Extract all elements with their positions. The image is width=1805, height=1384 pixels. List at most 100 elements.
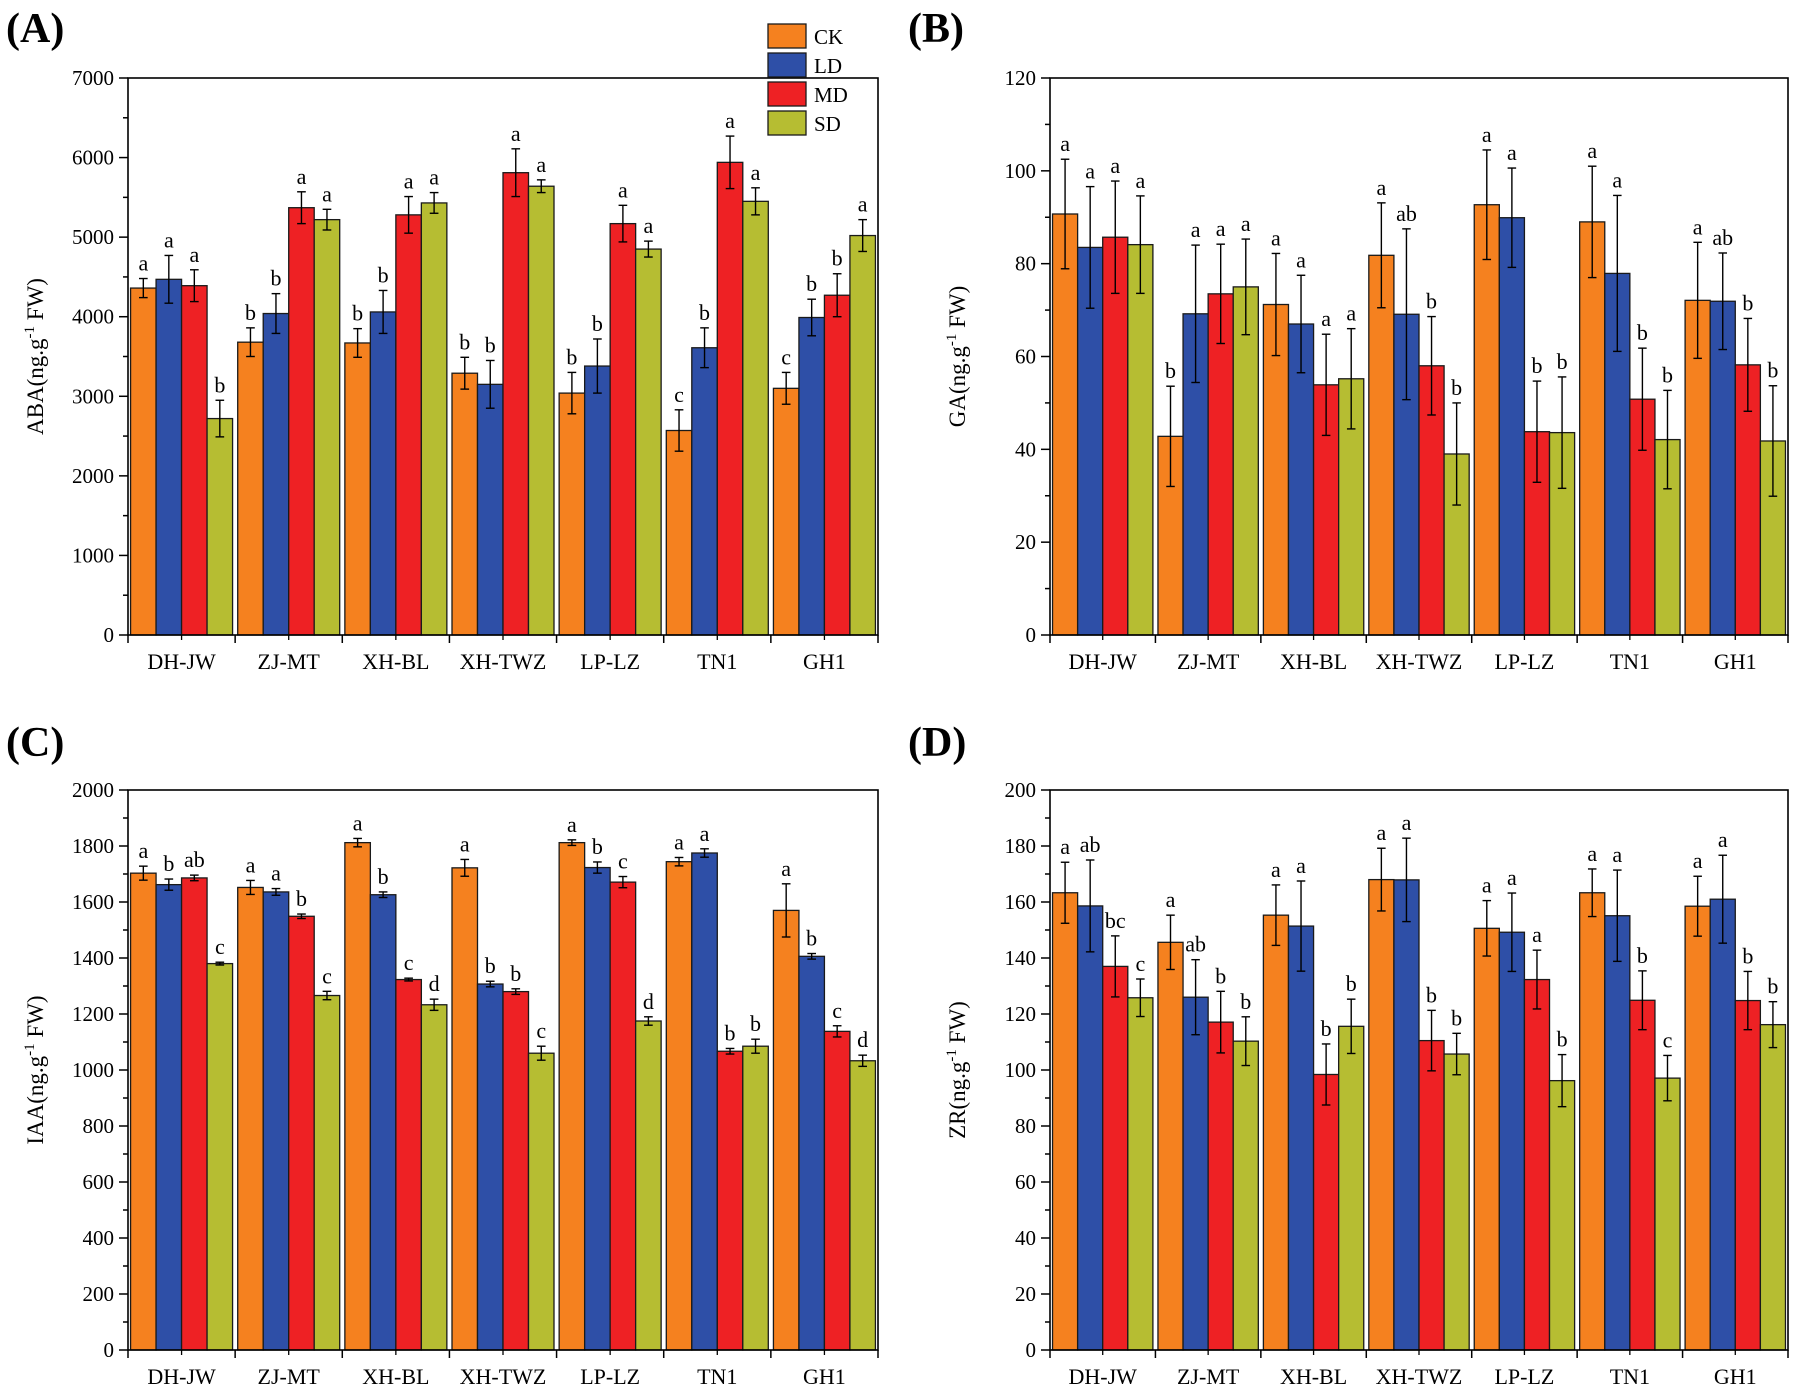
significance-label: a bbox=[567, 812, 577, 837]
y-tick-label: 20 bbox=[1015, 1282, 1036, 1306]
panel-letter: (D) bbox=[908, 720, 966, 766]
y-axis-title: GA(ng.g-1 FW) bbox=[944, 286, 970, 428]
bar bbox=[1102, 965, 1129, 1351]
significance-label: c bbox=[781, 344, 791, 369]
bar bbox=[583, 365, 611, 636]
bar bbox=[420, 1004, 448, 1351]
legend-label: MD bbox=[814, 83, 848, 107]
significance-label: b bbox=[1321, 1016, 1332, 1041]
bar bbox=[155, 883, 183, 1351]
significance-label: a bbox=[1296, 853, 1306, 878]
x-tick-label: TN1 bbox=[697, 1364, 737, 1384]
x-tick-label: XH-TWZ bbox=[460, 1364, 547, 1384]
bar bbox=[742, 1045, 769, 1351]
significance-label: a bbox=[725, 108, 735, 133]
significance-label: b bbox=[750, 1011, 761, 1036]
x-tick-label: ZJ-MT bbox=[1177, 1364, 1240, 1384]
x-tick-label: ZJ-MT bbox=[258, 649, 321, 674]
bar bbox=[180, 877, 208, 1351]
significance-label: b bbox=[1767, 974, 1778, 999]
significance-label: b bbox=[1240, 989, 1251, 1014]
y-tick-label: 120 bbox=[1005, 66, 1037, 90]
significance-label: a bbox=[297, 164, 307, 189]
significance-label: b bbox=[1451, 1005, 1462, 1030]
y-tick-label: 1000 bbox=[72, 543, 114, 567]
bar bbox=[1207, 1021, 1234, 1351]
significance-label: c bbox=[322, 963, 332, 988]
significance-label: a bbox=[1060, 131, 1070, 156]
significance-label: a bbox=[1693, 848, 1703, 873]
x-tick-label: DH-JW bbox=[1068, 1364, 1137, 1384]
significance-label: c bbox=[536, 1018, 546, 1043]
significance-label: a bbox=[1135, 168, 1145, 193]
y-tick-label: 2000 bbox=[72, 464, 114, 488]
significance-label: a bbox=[246, 852, 256, 877]
significance-label: c bbox=[404, 950, 414, 975]
significance-label: a bbox=[618, 177, 628, 202]
bar bbox=[1287, 925, 1315, 1351]
bar bbox=[1182, 996, 1209, 1351]
y-tick-label: 1800 bbox=[72, 834, 114, 858]
bar bbox=[180, 285, 208, 636]
y-tick-label: 120 bbox=[1005, 1002, 1037, 1026]
significance-label: b bbox=[566, 344, 577, 369]
significance-label: a bbox=[674, 829, 684, 854]
y-axis-title: IAA(ng.g-1 FW) bbox=[22, 995, 48, 1144]
y-tick-label: 5000 bbox=[72, 225, 114, 249]
bar bbox=[262, 891, 290, 1351]
significance-label: b bbox=[1557, 349, 1568, 374]
legend-swatch bbox=[767, 23, 807, 49]
significance-label: a bbox=[138, 838, 148, 863]
x-tick-label: TN1 bbox=[697, 649, 737, 674]
panel-letter: (C) bbox=[6, 720, 64, 766]
y-tick-label: 100 bbox=[1005, 159, 1037, 183]
significance-label: a bbox=[1612, 842, 1622, 867]
significance-label: ab bbox=[184, 847, 205, 872]
bar bbox=[1498, 217, 1526, 636]
bar bbox=[344, 841, 372, 1351]
bar bbox=[1157, 941, 1184, 1351]
y-tick-label: 1200 bbox=[72, 1002, 114, 1026]
significance-label: b bbox=[485, 332, 496, 357]
significance-label: c bbox=[1135, 951, 1145, 976]
bar bbox=[206, 417, 234, 636]
significance-label: d bbox=[857, 1027, 868, 1052]
significance-label: b bbox=[214, 372, 225, 397]
y-tick-label: 600 bbox=[83, 1170, 115, 1194]
y-tick-label: 80 bbox=[1015, 252, 1036, 276]
significance-label: a bbox=[1532, 922, 1542, 947]
x-tick-label: XH-TWZ bbox=[460, 649, 547, 674]
y-tick-label: 400 bbox=[83, 1226, 115, 1250]
significance-label: ab bbox=[1712, 225, 1733, 250]
significance-label: ab bbox=[1080, 832, 1101, 857]
x-tick-label: XH-BL bbox=[362, 649, 429, 674]
significance-label: b bbox=[1637, 943, 1648, 968]
bar bbox=[609, 222, 637, 636]
bar bbox=[129, 287, 157, 636]
y-tick-label: 3000 bbox=[72, 384, 114, 408]
significance-label: b bbox=[1662, 362, 1673, 387]
significance-label: bc bbox=[1105, 908, 1126, 933]
significance-label: a bbox=[1085, 159, 1095, 184]
y-tick-label: 2000 bbox=[72, 778, 114, 802]
bar bbox=[1418, 1039, 1445, 1351]
significance-label: a bbox=[1241, 211, 1251, 236]
bar bbox=[527, 1052, 555, 1351]
y-tick-label: 60 bbox=[1015, 345, 1036, 369]
significance-label: b bbox=[1426, 289, 1437, 314]
significance-label: b bbox=[510, 961, 521, 986]
legend-swatch bbox=[767, 110, 807, 136]
panel-letter: (B) bbox=[908, 6, 964, 52]
bar bbox=[476, 383, 504, 636]
significance-label: a bbox=[271, 861, 281, 886]
significance-label: a bbox=[536, 152, 546, 177]
legend-label: LD bbox=[814, 54, 842, 78]
bar bbox=[1473, 204, 1500, 636]
significance-label: b bbox=[378, 262, 389, 287]
significance-label: b bbox=[1346, 971, 1357, 996]
x-tick-label: XH-TWZ bbox=[1376, 1364, 1463, 1384]
y-tick-label: 1000 bbox=[72, 1058, 114, 1082]
